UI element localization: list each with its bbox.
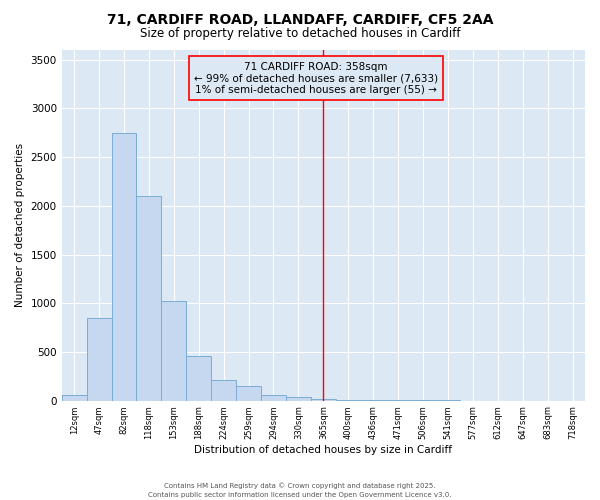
Text: 71, CARDIFF ROAD, LLANDAFF, CARDIFF, CF5 2AA: 71, CARDIFF ROAD, LLANDAFF, CARDIFF, CF5… <box>107 12 493 26</box>
Text: Contains public sector information licensed under the Open Government Licence v3: Contains public sector information licen… <box>148 492 452 498</box>
Bar <box>311 398 336 400</box>
Text: 71 CARDIFF ROAD: 358sqm
← 99% of detached houses are smaller (7,633)
1% of semi-: 71 CARDIFF ROAD: 358sqm ← 99% of detache… <box>194 62 438 95</box>
Text: Size of property relative to detached houses in Cardiff: Size of property relative to detached ho… <box>140 28 460 40</box>
Bar <box>86 318 112 400</box>
Y-axis label: Number of detached properties: Number of detached properties <box>15 143 25 308</box>
Bar <box>211 380 236 400</box>
Bar <box>286 397 311 400</box>
X-axis label: Distribution of detached houses by size in Cardiff: Distribution of detached houses by size … <box>194 445 452 455</box>
Bar <box>112 133 136 400</box>
Text: Contains HM Land Registry data © Crown copyright and database right 2025.: Contains HM Land Registry data © Crown c… <box>164 482 436 489</box>
Bar <box>136 196 161 400</box>
Bar <box>161 302 186 400</box>
Bar <box>186 356 211 401</box>
Bar <box>261 395 286 400</box>
Bar <box>62 395 86 400</box>
Bar <box>236 386 261 400</box>
